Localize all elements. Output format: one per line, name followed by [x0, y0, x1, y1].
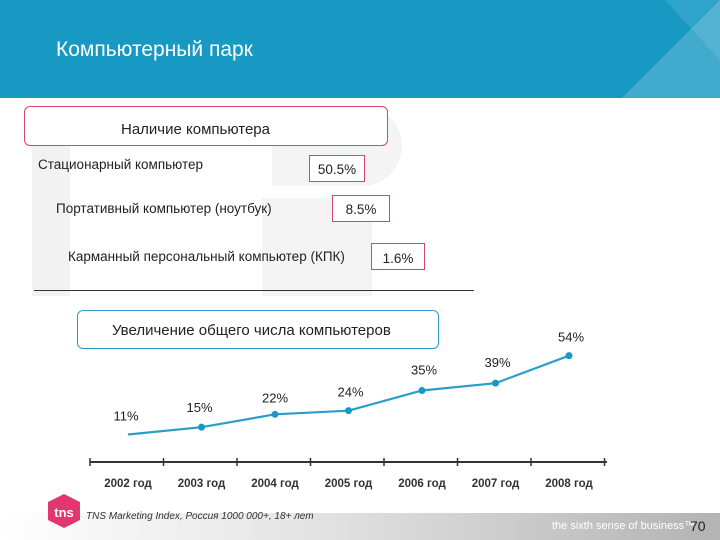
x-tick-label: 2004 год — [251, 478, 299, 490]
section-divider — [34, 290, 474, 291]
x-tick-label: 2005 год — [325, 478, 373, 490]
data-label: 39% — [484, 355, 510, 370]
page-title: Компьютерный парк — [56, 38, 253, 61]
ownership-value-laptop: 8.5% — [332, 195, 390, 222]
svg-text:tns: tns — [54, 505, 74, 520]
data-label: 54% — [558, 330, 584, 345]
data-point — [198, 423, 205, 431]
footer-band — [0, 513, 720, 540]
data-point — [418, 387, 426, 394]
header-bar: Компьютерный парк — [0, 0, 720, 98]
x-tick-label: 2008 год — [545, 478, 593, 490]
x-tick-label: 2006 год — [398, 478, 446, 490]
data-point — [492, 379, 499, 387]
tns-logo: tns — [48, 494, 80, 528]
ownership-label-pda: Карманный персональный компьютер (КПК) — [68, 249, 345, 264]
ownership-label-desktop: Стационарный компьютер — [38, 157, 204, 172]
source-footnote: TNS Marketing Index, Россия 1000 000+, 1… — [86, 511, 314, 522]
data-point — [271, 410, 279, 418]
tagline: the sixth sense of business™ — [552, 520, 696, 532]
ownership-label-laptop: Портативный компьютер (ноутбук) — [56, 201, 272, 216]
ownership-value-pda: 1.6% — [371, 243, 425, 270]
header-decoration — [622, 0, 720, 98]
x-tick-label: 2003 год — [178, 478, 226, 490]
data-point — [565, 352, 573, 360]
ownership-value-desktop: 50.5% — [309, 155, 365, 182]
ownership-title-box: Наличие компьютера — [24, 106, 388, 146]
growth-title-box: Увеличение общего числа компьютеров — [77, 310, 439, 349]
x-tick-label: 2002 год — [104, 478, 152, 490]
x-tick-label: 2007 год — [472, 478, 520, 490]
ownership-title: Наличие компьютера — [121, 121, 270, 138]
growth-title: Увеличение общего числа компьютеров — [112, 322, 391, 339]
data-label: 22% — [262, 390, 288, 405]
data-label: 35% — [411, 363, 437, 378]
data-label: 11% — [113, 409, 138, 424]
data-point — [345, 407, 352, 415]
data-label: 24% — [337, 385, 363, 400]
page-number: 70 — [690, 518, 706, 534]
data-label: 15% — [186, 400, 212, 415]
